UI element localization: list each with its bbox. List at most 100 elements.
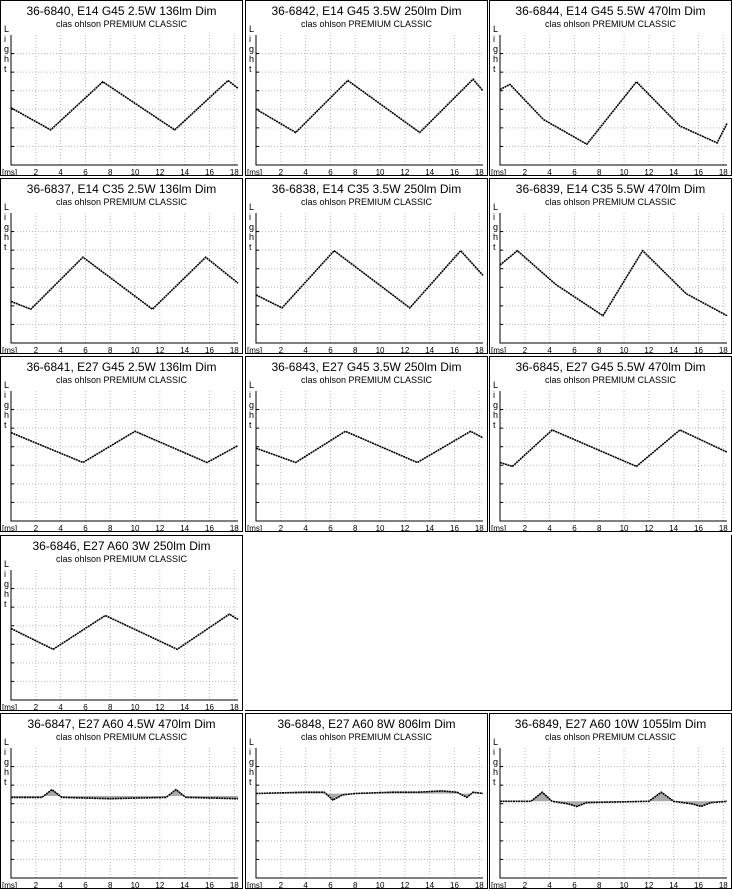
y-axis-label-letter: t — [249, 64, 252, 74]
chart-subtitle: clas ohlson PREMIUM CLASSIC — [55, 197, 188, 207]
chart-panel: 36-6840, E14 G45 2.5W 136lm Dim clas ohls… — [0, 0, 243, 176]
x-tick-label: 6 — [328, 524, 333, 531]
x-axis-unit: [ms] — [491, 346, 506, 353]
x-tick-label: 18 — [475, 168, 484, 175]
y-axis-label-letter: g — [249, 44, 254, 54]
x-tick-label: 14 — [669, 346, 678, 353]
x-tick-label: 4 — [303, 346, 308, 353]
series-line — [499, 429, 728, 468]
x-tick-label: 14 — [669, 524, 678, 531]
y-axis-label-letter: L — [493, 380, 498, 390]
x-tick-label: 10 — [376, 346, 385, 353]
x-axis-unit: [ms] — [2, 703, 17, 710]
x-tick-label: 8 — [597, 524, 602, 531]
x-axis-unit: [ms] — [247, 524, 262, 531]
x-tick-label: 10 — [131, 346, 140, 353]
chart-subtitle: clas ohlson PREMIUM CLASSIC — [544, 732, 677, 742]
x-tick-label: 10 — [620, 168, 629, 175]
x-tick-label: 4 — [547, 881, 552, 888]
x-tick-label: 6 — [83, 346, 88, 353]
y-axis-label-letter: h — [493, 410, 498, 420]
x-axis-unit: [ms] — [491, 168, 506, 175]
y-axis-label-letter: i — [4, 569, 6, 579]
y-axis-label-letter: g — [493, 757, 498, 767]
chart-panel: 36-6838, E14 C35 3.5W 250lm Dim clas ohls… — [245, 178, 488, 354]
x-tick-label: 4 — [303, 168, 308, 175]
axis-lines — [10, 391, 238, 522]
x-tick-label: 4 — [58, 703, 63, 710]
x-tick-label: 6 — [572, 524, 577, 531]
x-tick-label: 2 — [34, 881, 39, 888]
chart-title: 36-6839, E14 C35 5.5W 470lm Dim — [515, 182, 706, 196]
x-tick-label: 12 — [155, 168, 164, 175]
y-axis-label-letter: g — [4, 222, 9, 232]
chart-panel: 36-6845, E27 G45 5.5W 470lm Dim clas ohls… — [489, 356, 732, 532]
chart-subtitle: clas ohlson PREMIUM CLASSIC — [544, 375, 677, 385]
x-tick-label: 2 — [523, 346, 528, 353]
y-axis-label-letter: t — [249, 420, 252, 430]
chart-subtitle: clas ohlson PREMIUM CLASSIC — [300, 732, 433, 742]
y-axis-label-letter: g — [493, 44, 498, 54]
y-axis-label-letter: i — [493, 747, 495, 757]
x-tick-label: 12 — [155, 524, 164, 531]
y-axis-label-letter: i — [4, 34, 6, 44]
y-axis-label-letter: g — [249, 400, 254, 410]
x-tick-label: 14 — [180, 168, 189, 175]
y-axis-label-letter: t — [493, 242, 496, 252]
x-tick-label: 10 — [620, 346, 629, 353]
x-tick-label: 8 — [353, 881, 358, 888]
y-axis-label-letter: g — [4, 579, 9, 589]
x-axis-unit: [ms] — [2, 346, 17, 353]
axis-lines — [255, 391, 483, 522]
y-axis-label-letter: L — [493, 24, 498, 34]
y-axis-label-letter: L — [493, 202, 498, 212]
x-tick-label: 14 — [180, 703, 189, 710]
y-axis-label-letter: L — [493, 737, 498, 747]
x-tick-label: 12 — [644, 881, 653, 888]
x-tick-label: 16 — [694, 524, 703, 531]
axis-lines — [10, 35, 238, 166]
x-tick-label: 8 — [597, 346, 602, 353]
x-tick-label: 2 — [34, 346, 39, 353]
axis-lines — [10, 748, 238, 879]
x-tick-label: 18 — [719, 346, 728, 353]
x-tick-label: 16 — [205, 524, 214, 531]
x-tick-label: 6 — [83, 168, 88, 175]
chart-panel: 36-6839, E14 C35 5.5W 470lm Dim clas ohls… — [489, 178, 732, 354]
y-axis-label-letter: h — [249, 410, 254, 420]
series-line — [10, 79, 239, 131]
series-line — [255, 249, 484, 309]
x-tick-label: 8 — [597, 168, 602, 175]
axis-lines — [10, 570, 238, 701]
x-tick-label: 16 — [694, 881, 703, 888]
x-axis-unit: [ms] — [247, 346, 262, 353]
x-tick-label: 12 — [400, 168, 409, 175]
x-tick-label: 18 — [230, 524, 239, 531]
y-axis-label-letter: h — [493, 767, 498, 777]
x-tick-label: 12 — [644, 168, 653, 175]
y-axis-label-letter: g — [493, 222, 498, 232]
y-axis-label-letter: t — [493, 420, 496, 430]
y-axis-label-letter: L — [249, 737, 254, 747]
x-axis-unit: [ms] — [491, 524, 506, 531]
y-axis-label-letter: h — [4, 767, 9, 777]
series-line — [500, 791, 728, 808]
x-tick-label: 8 — [353, 524, 358, 531]
x-tick-label: 18 — [230, 703, 239, 710]
x-tick-label: 8 — [108, 346, 113, 353]
x-tick-label: 14 — [425, 524, 434, 531]
x-tick-label: 16 — [205, 168, 214, 175]
x-tick-label: 12 — [644, 524, 653, 531]
x-tick-label: 6 — [83, 524, 88, 531]
series-line — [255, 790, 484, 801]
y-axis-label-letter: t — [4, 420, 7, 430]
y-axis-label-letter: L — [249, 380, 254, 390]
x-tick-label: 6 — [572, 881, 577, 888]
